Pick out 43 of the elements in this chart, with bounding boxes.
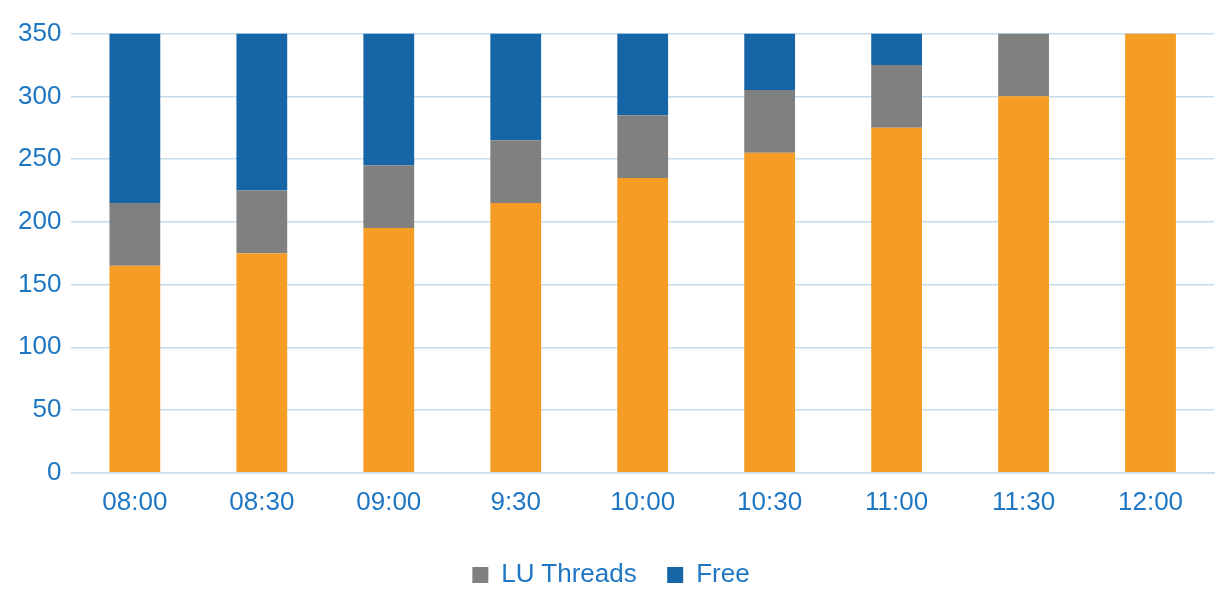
bar xyxy=(236,253,288,473)
bar xyxy=(109,265,161,473)
x-tick-label: 9:30 xyxy=(490,485,542,516)
y-tick-label: 150 xyxy=(17,267,62,298)
bar xyxy=(617,115,669,178)
bar xyxy=(363,228,415,473)
bar xyxy=(490,203,542,473)
bar xyxy=(363,33,415,166)
y-tick-label: 0 xyxy=(46,455,62,486)
bar xyxy=(1125,33,1176,473)
bar xyxy=(490,140,542,204)
x-tick-label: 11:30 xyxy=(991,485,1056,516)
x-tick-label: 09:00 xyxy=(356,485,422,516)
bar xyxy=(109,203,161,266)
x-tick-label: 12:00 xyxy=(1117,485,1184,516)
y-tick-label: 300 xyxy=(17,79,62,110)
y-tick-label: 200 xyxy=(17,205,62,235)
bar xyxy=(109,33,161,204)
bar xyxy=(744,152,796,473)
bar xyxy=(871,64,922,128)
x-tick-label: 11:00 xyxy=(865,485,929,516)
bar xyxy=(871,127,922,473)
x-tick-label: 10:00 xyxy=(610,485,676,516)
x-tick-label: 08:00 xyxy=(102,485,168,516)
legend-label: Free xyxy=(696,558,750,589)
y-tick-label: 350 xyxy=(17,16,62,47)
bar xyxy=(744,90,796,153)
bar xyxy=(998,96,1049,473)
y-tick-label: 50 xyxy=(32,393,62,424)
bar xyxy=(363,165,415,229)
bar xyxy=(617,33,669,116)
x-tick-label: 10:30 xyxy=(737,485,803,516)
bar xyxy=(998,33,1049,97)
bar xyxy=(236,33,288,191)
y-tick-label: 100 xyxy=(17,330,62,361)
x-tick-label: 08:30 xyxy=(229,485,295,516)
bar xyxy=(744,33,796,91)
bar xyxy=(236,190,288,254)
bar xyxy=(871,33,922,65)
bar xyxy=(490,33,542,141)
legend-label: LU Threads xyxy=(501,558,637,589)
y-tick-label: 250 xyxy=(17,142,62,173)
bar xyxy=(617,177,669,473)
